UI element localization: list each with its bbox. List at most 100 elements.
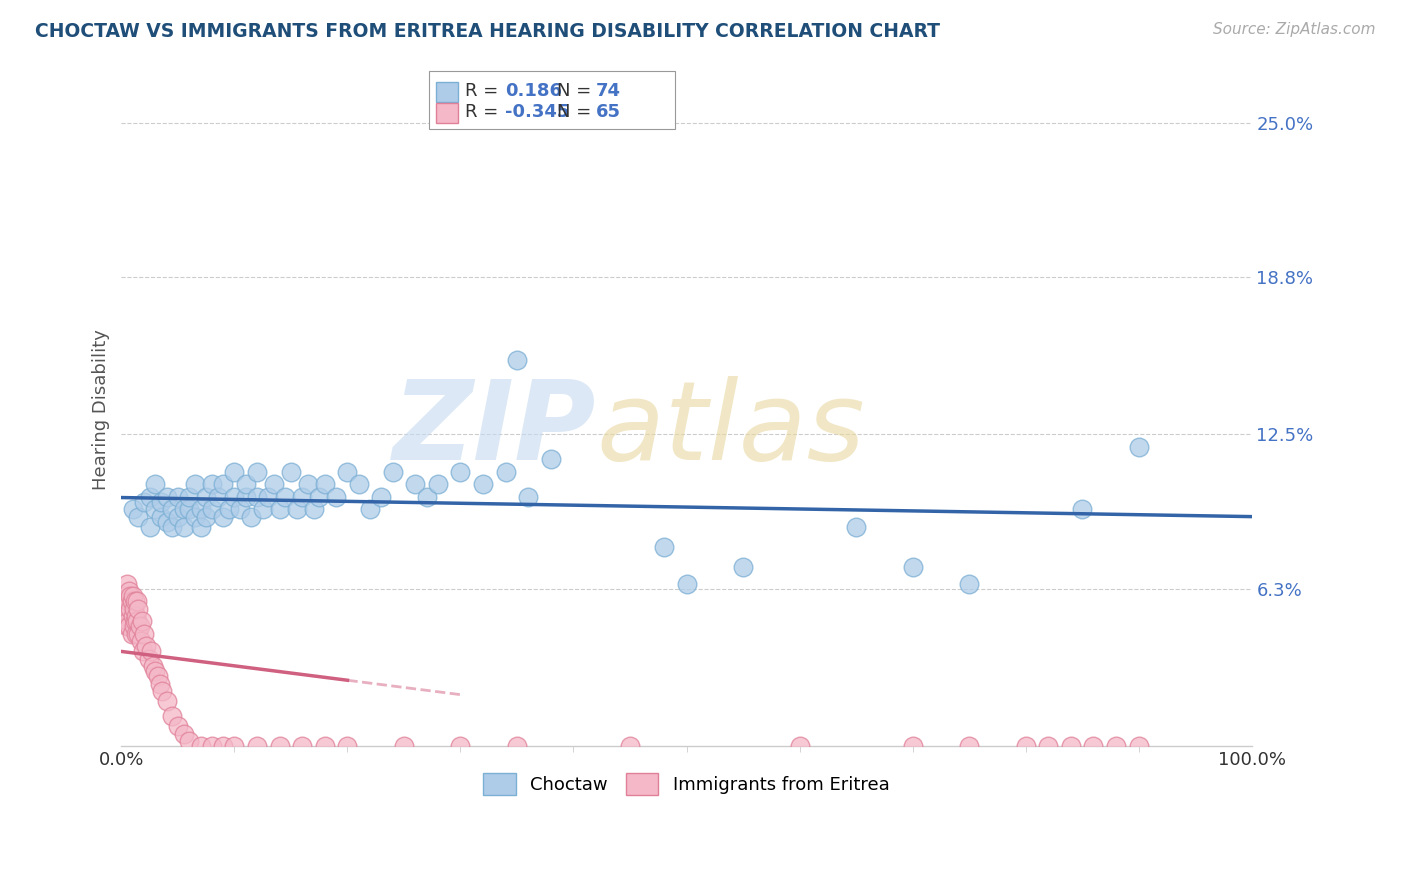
Point [127,594,149,608]
Point [1105,739,1128,753]
Point [125,609,148,624]
Point [127,602,149,616]
Point [252,502,274,516]
Text: N =: N = [557,82,591,100]
Point [240,509,263,524]
Text: ZIP: ZIP [392,376,596,483]
Point [212,509,235,524]
Point [235,477,257,491]
Point [246,490,269,504]
Point [450,739,472,753]
Point [224,490,246,504]
Point [124,594,146,608]
Legend: Choctaw, Immigrants from Eritrea: Choctaw, Immigrants from Eritrea [474,764,898,805]
Point [162,519,184,533]
Point [125,627,148,641]
Point [731,559,754,574]
Point [901,739,924,753]
Point [190,739,212,753]
Point [517,490,540,504]
Point [121,502,143,516]
Text: 65: 65 [596,103,621,121]
Point [314,739,336,753]
Point [652,540,675,554]
Point [184,477,207,491]
Point [150,494,173,508]
Point [156,694,179,708]
Point [173,519,195,533]
Point [1128,440,1150,454]
Point [121,594,143,608]
Point [1036,739,1059,753]
Point [218,502,240,516]
Point [495,465,517,479]
Text: atlas: atlas [596,376,865,483]
Point [336,465,359,479]
Point [201,477,224,491]
Text: N =: N = [557,103,591,121]
Point [131,615,153,629]
Point [179,502,201,516]
Point [117,615,139,629]
Point [246,465,269,479]
Point [263,477,285,491]
Point [120,602,142,616]
Point [201,739,224,753]
Point [280,465,302,479]
Point [957,577,980,591]
Point [146,669,169,683]
Point [118,619,141,633]
Point [132,494,155,508]
Point [450,465,472,479]
Point [124,615,146,629]
Point [150,684,173,698]
Point [129,634,152,648]
Point [619,739,641,753]
Point [167,719,190,733]
Point [1014,739,1036,753]
Point [1128,739,1150,753]
Point [128,619,150,633]
Text: Source: ZipAtlas.com: Source: ZipAtlas.com [1212,22,1375,37]
Point [139,644,162,658]
Point [308,490,330,504]
Point [115,619,138,633]
Point [426,477,449,491]
Point [127,627,149,641]
Point [212,477,235,491]
Point [1083,739,1105,753]
Point [132,627,155,641]
Point [122,619,145,633]
Point [1071,502,1094,516]
Point [121,590,143,604]
Point [173,502,195,516]
Point [132,644,155,658]
Point [156,515,179,529]
Point [415,490,437,504]
Point [127,509,149,524]
Point [117,594,139,608]
Y-axis label: Hearing Disability: Hearing Disability [93,329,110,490]
Point [138,652,160,666]
Point [121,609,143,624]
Point [540,452,562,467]
Point [122,602,145,616]
Point [179,490,201,504]
Point [336,739,359,753]
Text: 74: 74 [596,82,621,100]
Point [190,519,212,533]
Point [506,739,529,753]
Point [269,739,291,753]
Point [207,490,229,504]
Point [845,519,868,533]
Point [957,739,980,753]
Point [184,509,207,524]
Text: R =: R = [465,103,499,121]
Point [302,502,325,516]
Point [138,490,160,504]
Point [675,577,697,591]
Point [201,502,224,516]
Point [404,477,426,491]
Point [1060,739,1083,753]
Point [269,502,291,516]
